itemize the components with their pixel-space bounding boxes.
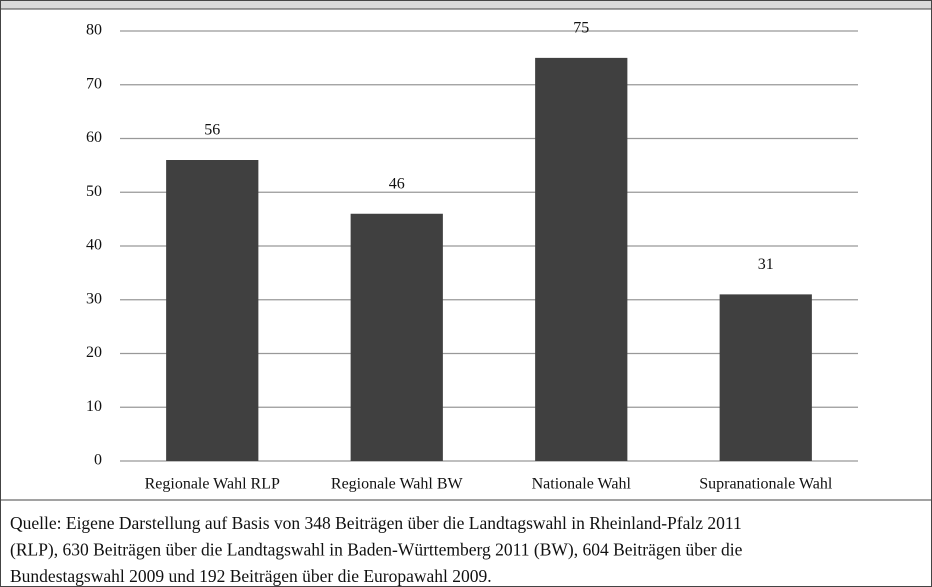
y-tick-label: 40 [86, 237, 102, 254]
value-label: 56 [204, 122, 220, 139]
y-tick-label: 70 [86, 75, 102, 92]
y-tick-label: 0 [94, 452, 102, 469]
x-tick-label: Regionale Wahl RLP [145, 476, 280, 493]
bar [719, 294, 812, 461]
caption-line: Bundestagswahl 2009 und 192 Beiträgen üb… [10, 566, 492, 586]
y-tick-label: 10 [86, 398, 102, 415]
y-tick-label: 20 [86, 344, 102, 361]
y-tick-label: 60 [86, 129, 102, 146]
y-tick-label: 80 [86, 22, 102, 39]
caption-line: (RLP), 630 Beiträgen über die Landtagswa… [10, 540, 743, 560]
x-tick-label: Nationale Wahl [532, 476, 632, 493]
y-tick-label: 30 [86, 290, 102, 307]
value-label: 46 [389, 175, 405, 192]
bar [350, 213, 443, 461]
value-label: 75 [573, 20, 589, 37]
header-strip [1, 1, 931, 9]
bar [535, 57, 628, 461]
bar [166, 160, 259, 461]
x-tick-label: Supranationale Wahl [699, 476, 833, 493]
x-tick-label: Regionale Wahl BW [331, 476, 464, 493]
y-tick-label: 50 [86, 183, 102, 200]
value-label: 31 [758, 256, 774, 273]
caption-line: Quelle: Eigene Darstellung auf Basis von… [10, 513, 742, 533]
